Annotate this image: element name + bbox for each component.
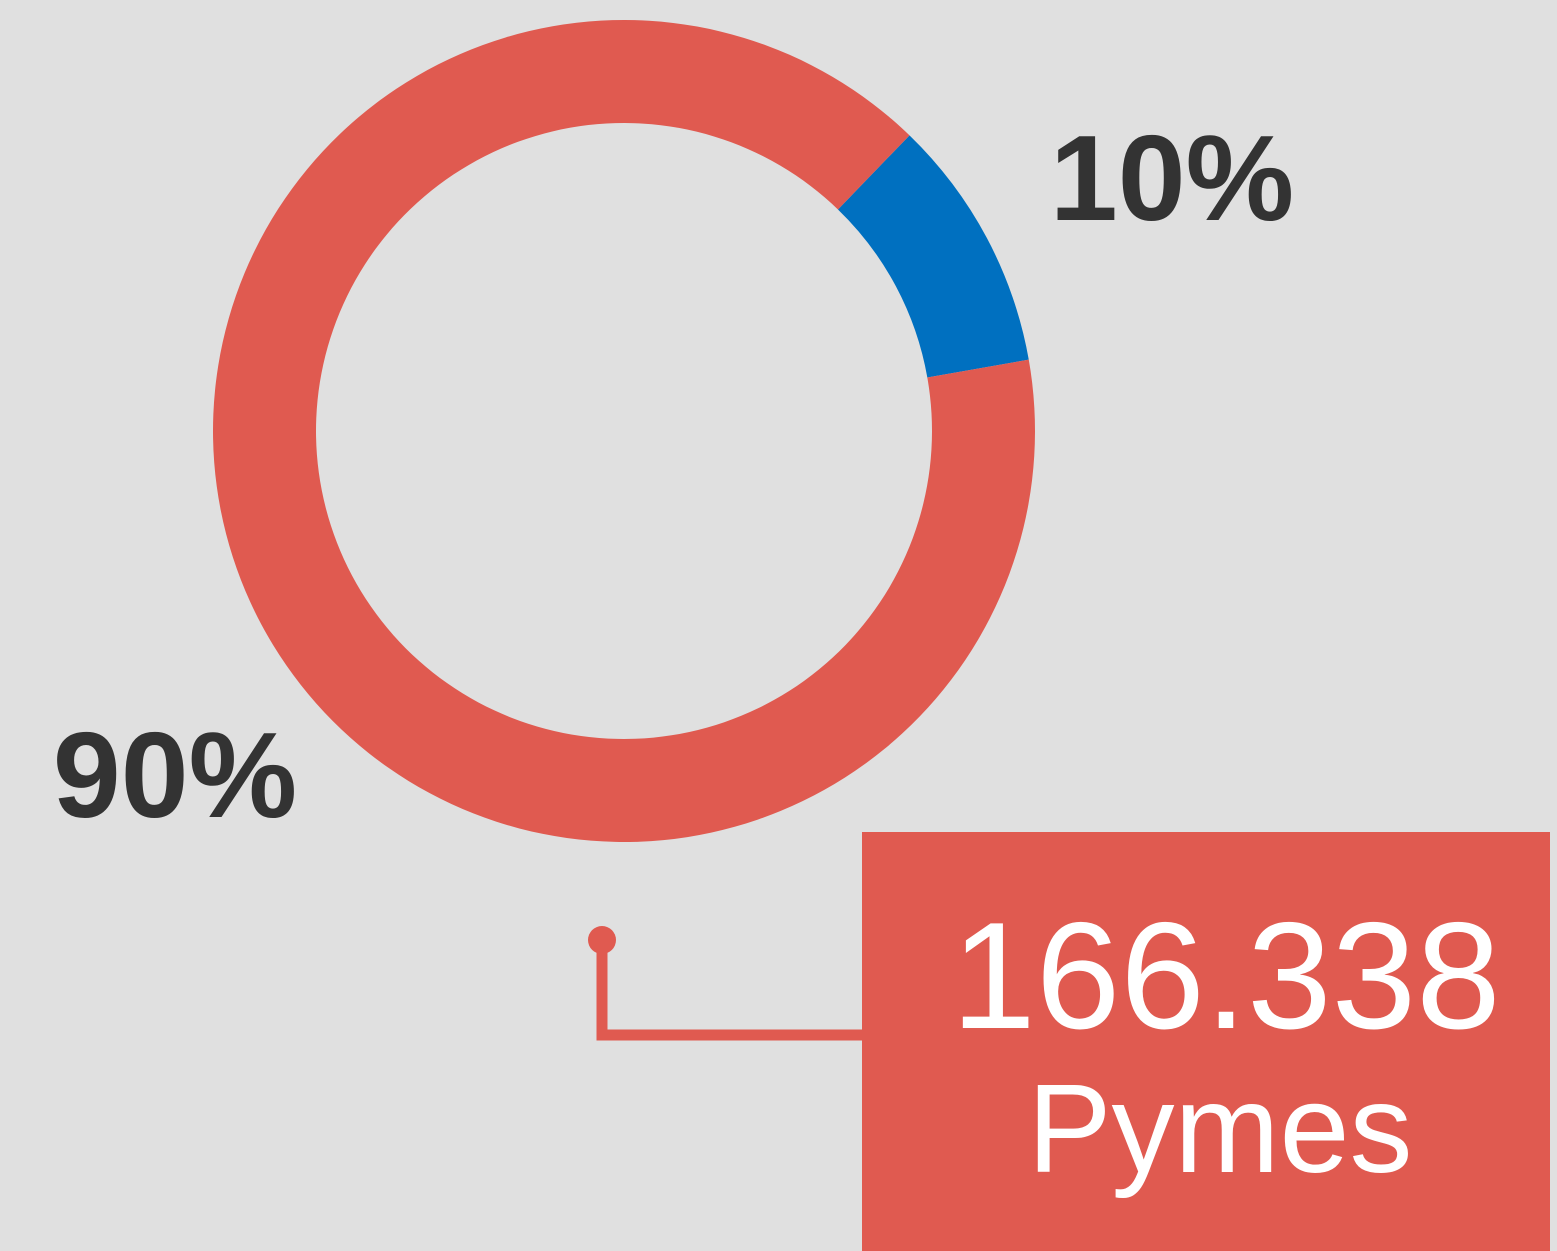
value-label: 90% xyxy=(53,707,297,843)
callout-value: 166.338 xyxy=(951,891,1500,1061)
value-labels: 10% 90% xyxy=(53,110,1294,843)
donut-segment xyxy=(837,135,1029,378)
donut xyxy=(212,19,1036,842)
value-label: 10% xyxy=(1050,110,1294,246)
connector-line xyxy=(596,940,862,1041)
callout-box xyxy=(862,832,1550,1251)
callout: 166.338 Pymes xyxy=(588,832,1550,1251)
callout-label: Pymes xyxy=(1027,1058,1412,1199)
